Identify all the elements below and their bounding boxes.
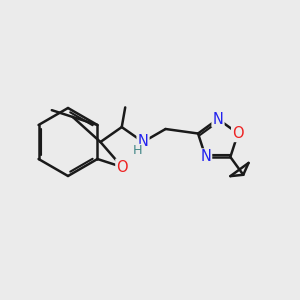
- Text: N: N: [213, 112, 224, 127]
- Text: O: O: [116, 160, 128, 175]
- Text: O: O: [232, 126, 244, 141]
- Text: N: N: [138, 134, 148, 149]
- Text: N: N: [200, 149, 211, 164]
- Text: H: H: [133, 145, 143, 158]
